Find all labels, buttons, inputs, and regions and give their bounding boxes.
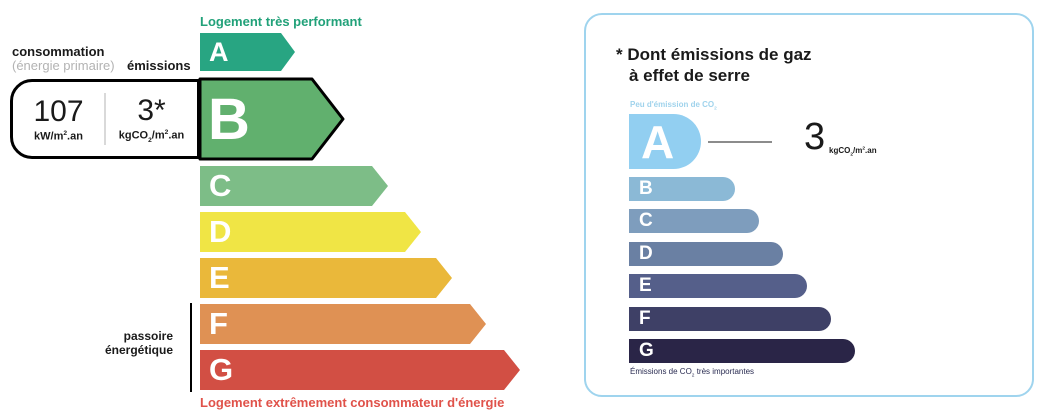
ges-low-emissions-label: Peu d'émission de CO2 xyxy=(630,100,717,112)
unit-part: 2 xyxy=(148,136,152,144)
unit-part: .an xyxy=(67,130,83,143)
ges-class-letter-g: G xyxy=(639,340,654,361)
energy-consumption-unit: kW/m2.an xyxy=(34,130,83,143)
unit-part: 2 xyxy=(164,128,169,136)
energy-class-bar-f: F xyxy=(200,304,486,344)
ges-class-letter-a: A xyxy=(641,115,675,168)
unit-part: /m xyxy=(853,146,863,155)
energy-class-letter-f: F xyxy=(209,306,228,341)
energy-top-label: Logement très performant xyxy=(200,14,362,29)
energy-class-letter-e: E xyxy=(209,260,230,295)
dpe-value-box: 107 kW/m2.an 3* kgCO2/m2.an xyxy=(10,79,200,159)
label-part: Émissions de CO xyxy=(630,367,692,376)
passoire-energetique-label: passoire énergétique xyxy=(88,329,173,357)
label-part: 2 xyxy=(714,106,717,112)
ges-title-line2: à effet de serre xyxy=(629,66,750,85)
ges-class-letter-d: D xyxy=(639,243,653,264)
carbon-emissions-value: 3* xyxy=(137,93,166,127)
passoire-line2: énergétique xyxy=(104,343,173,357)
passoire-line1: passoire xyxy=(123,329,173,343)
ges-panel: * Dont émissions de gaz à effet de serre… xyxy=(584,13,1034,397)
unit-part: /m xyxy=(151,129,165,142)
energy-class-letter-b: B xyxy=(208,86,250,152)
ges-class-letter-f: F xyxy=(639,308,651,329)
emissions-label: émissions xyxy=(127,58,191,73)
ges-class-bar-e: E xyxy=(629,274,807,298)
ges-title-line1: * Dont émissions de gaz xyxy=(616,45,812,64)
ges-value-unit: kgCO2/m2.an xyxy=(829,146,877,158)
unit-part: 2 xyxy=(63,129,68,137)
energy-class-letter-a: A xyxy=(209,36,229,67)
energy-class-bar-e: E xyxy=(200,258,452,298)
unit-part: kgCO xyxy=(118,129,149,142)
energy-class-bar-g: G xyxy=(200,350,520,390)
unit-part: 2 xyxy=(862,146,866,152)
energy-class-bar-d: D xyxy=(200,212,421,252)
energy-bottom-label: Logement extrêmement consommateur d'éner… xyxy=(200,395,505,410)
energy-class-letter-c: C xyxy=(209,168,232,203)
energy-class-letter-d: D xyxy=(209,214,232,249)
unit-part: 2 xyxy=(850,152,854,158)
consumption-label: consommation xyxy=(12,44,105,59)
passoire-bracket-line xyxy=(190,303,192,392)
label-part: Peu d'émission de CO xyxy=(630,100,715,109)
ges-high-emissions-label: Émissions de CO2 très importantes xyxy=(630,367,754,379)
ges-value-number: 3 xyxy=(804,116,826,158)
ges-class-bar-c: C xyxy=(629,209,759,233)
ges-class-bar-g: G xyxy=(629,339,855,363)
primary-energy-sublabel: (énergie primaire) xyxy=(12,58,115,73)
ges-class-bar-a: A xyxy=(629,114,701,169)
carbon-emissions-cell: 3* kgCO2/m2.an xyxy=(106,82,197,156)
ges-class-letter-c: C xyxy=(639,210,653,231)
carbon-emissions-unit: kgCO2/m2.an xyxy=(119,129,184,144)
unit-part: .an xyxy=(865,146,877,155)
energy-class-letter-g: G xyxy=(209,352,234,387)
value-box-divider xyxy=(104,93,106,145)
label-part: très importantes xyxy=(694,367,755,376)
energy-class-bar-c: C xyxy=(200,166,388,206)
ges-class-letter-e: E xyxy=(639,275,652,296)
ges-class-letter-b: B xyxy=(639,178,653,199)
label-part: 2 xyxy=(691,373,695,379)
unit-part: kW/m xyxy=(34,130,64,143)
ges-class-bar-d: D xyxy=(629,242,783,266)
unit-part: .an xyxy=(168,129,185,142)
energy-consumption-value: 107 xyxy=(33,94,84,128)
unit-part: kgCO xyxy=(829,146,851,155)
ges-class-bar-f: F xyxy=(629,307,831,331)
energy-class-bar-a: A xyxy=(200,33,295,71)
ges-connector-line xyxy=(708,141,772,143)
energy-class-bar-b xyxy=(198,77,345,161)
ges-class-bar-b: B xyxy=(629,177,735,201)
energy-consumption-cell: 107 kW/m2.an xyxy=(13,82,104,156)
